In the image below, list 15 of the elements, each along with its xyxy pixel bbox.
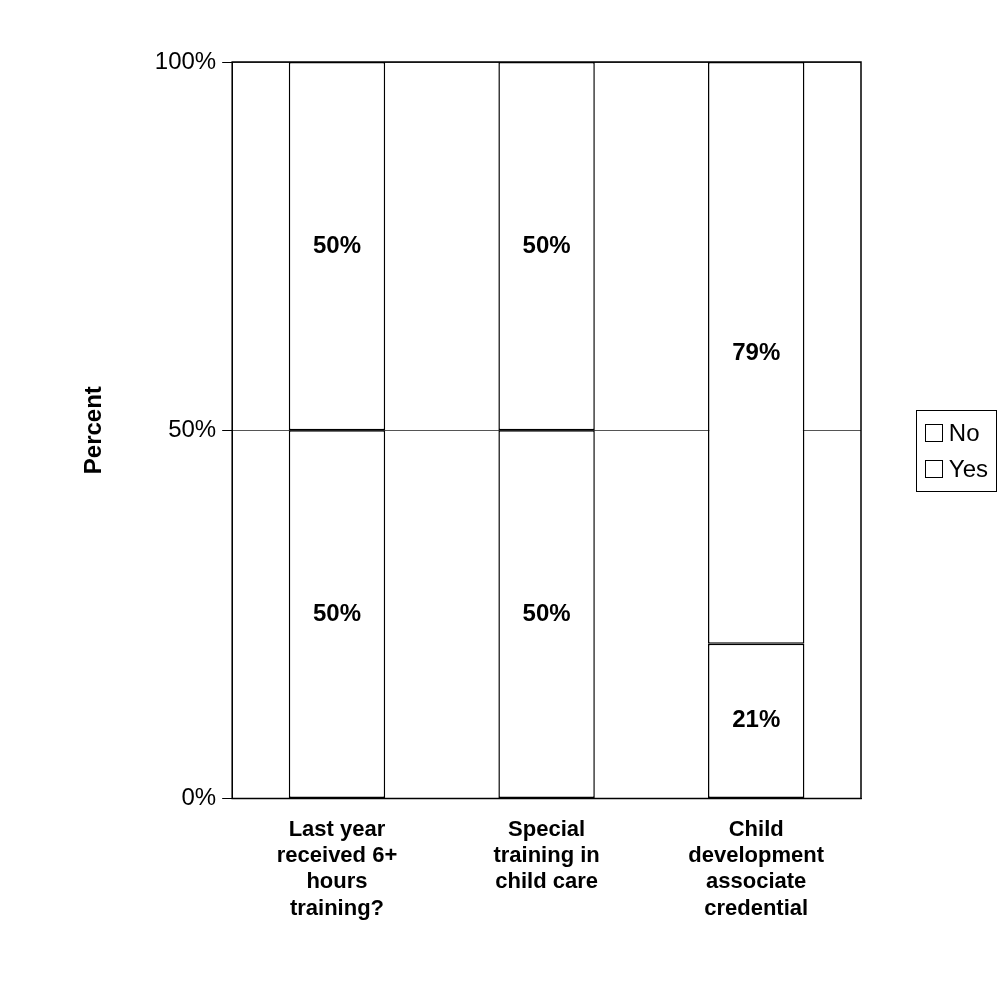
data-label: 21% [732, 705, 781, 733]
data-label: 50% [522, 598, 571, 626]
data-label: 50% [312, 230, 362, 258]
y-tick-label: 0% [181, 783, 217, 811]
y-axis-title: Percent [79, 386, 107, 475]
x-tick-label: Special training in child care [493, 815, 600, 894]
y-tick-label: 100% [154, 46, 217, 74]
y-tick-label: 50% [168, 414, 217, 442]
x-tick-label: Child development associate credential [688, 815, 825, 920]
data-label: 50% [312, 598, 362, 626]
x-tick-label: Last year received 6+ hours training? [276, 815, 398, 920]
text: No [948, 418, 980, 448]
data-label: 79% [732, 337, 781, 365]
text: Yes [948, 454, 988, 484]
data-label: 50% [522, 230, 571, 258]
